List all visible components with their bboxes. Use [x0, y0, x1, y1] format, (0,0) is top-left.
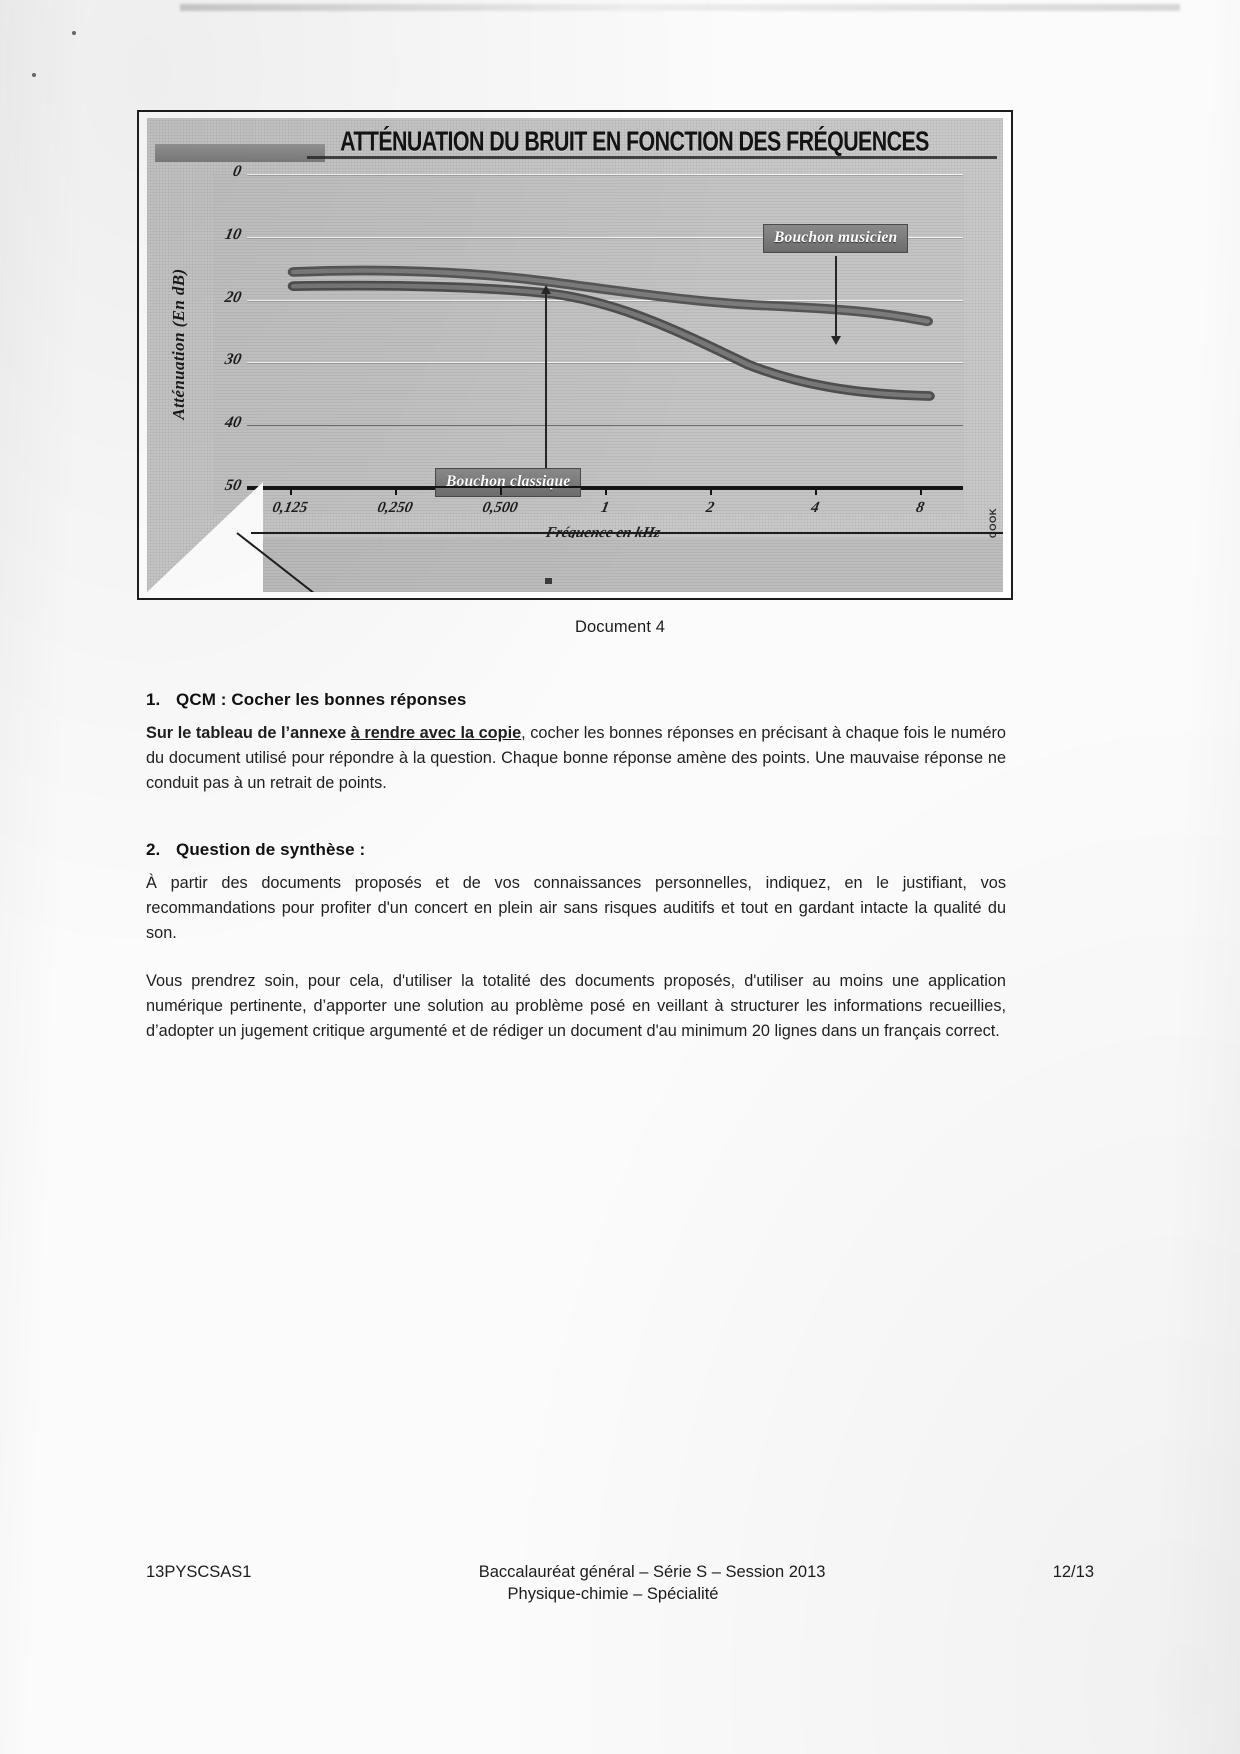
x-tick-label-2: 0,500: [480, 499, 520, 516]
question-1-paragraph: Sur le tableau de l’annexe à rendre avec…: [146, 721, 1006, 796]
annotation-bouchon-musicien: Bouchon musicien: [763, 224, 909, 253]
gridline-40: [247, 425, 963, 427]
chart-title: ATTÉNUATION DU BRUIT EN FONCTION DES FRÉ…: [340, 126, 929, 157]
figure-document-4: ATTÉNUATION DU BRUIT EN FONCTION DES FRÉ…: [137, 110, 1013, 600]
footer-subject-code: 13PYSCSAS1: [146, 1563, 252, 1581]
annotation-arrow-classique: [541, 285, 551, 470]
x-tick-label-1: 0,250: [375, 499, 415, 516]
plot-area: 0 10 20 30 40 50 Bouchon musicie: [223, 163, 963, 497]
text-segment: Sur le tableau de l’annexe: [146, 724, 351, 742]
x-tick-mark-5: [815, 486, 818, 495]
curves-group: [247, 174, 963, 488]
annotation-arrow-musicien: [831, 256, 841, 345]
body-content: 1. QCM : Cocher les bonnes réponses Sur …: [146, 690, 1006, 1054]
scan-artifact-dot: [545, 578, 552, 584]
footer-exam-line: Baccalauréat général – Série S – Session…: [478, 1563, 826, 1581]
question-1-number: 1.: [146, 690, 161, 709]
question-2-paragraph-1: À partir des documents proposés et de vo…: [146, 871, 1006, 946]
gridline-10: [247, 236, 963, 238]
x-tick-mark-6: [920, 486, 923, 495]
scan-speck: [72, 31, 76, 35]
scan-smudge: [180, 4, 1180, 11]
chart-title-band: [155, 144, 325, 162]
gridline-0: [247, 174, 963, 175]
footer-subject-line: Physique-chimie – Spécialité: [507, 1585, 719, 1603]
footer-row: 13PYSCSAS1 Baccalauréat général – Série …: [146, 1563, 1094, 1582]
curve-bouchon-musicien: [287, 265, 934, 327]
figure-inner-slide: ATTÉNUATION DU BRUIT EN FONCTION DES FRÉ…: [147, 118, 1003, 592]
annotation-bouchon-classique: Bouchon classique: [435, 468, 582, 497]
footer-page-number: 12/13: [1052, 1563, 1094, 1581]
question-2-number: 2.: [146, 840, 161, 859]
plot-wrapper: Atténuation (En dB) 0 10 20 30 40 50: [169, 163, 963, 541]
x-axis: 0,125 0,250 0,500 1 2 4 8: [247, 486, 963, 516]
page-footer: 13PYSCSAS1 Baccalauréat général – Série …: [146, 1563, 1094, 1604]
question-2-title: Question de synthèse :: [176, 840, 366, 859]
figure-caption: Document 4: [575, 618, 665, 636]
text-segment: , cocher les bonnes réponses en précisan…: [146, 724, 1006, 792]
y-axis-label: Atténuation (En dB): [169, 268, 188, 420]
paragraph-spacer: [146, 956, 1006, 969]
chart-title-bar: ATTÉNUATION DU BRUIT EN FONCTION DES FRÉ…: [147, 124, 1003, 168]
slide-bottom-rule: [251, 532, 1003, 534]
x-tick-mark-3: [605, 486, 607, 495]
x-tick-mark-1: [394, 486, 397, 495]
text-segment: Vous prendrez soin, pour cela, d'utilise…: [146, 972, 1006, 1040]
question-2-paragraph-2: Vous prendrez soin, pour cela, d'utilise…: [146, 969, 1006, 1044]
section-spacer: [146, 806, 1006, 840]
text-segment: À partir des documents proposés et de vo…: [146, 874, 1006, 942]
x-tick-mark-0: [289, 486, 292, 495]
figure-footer-band: [251, 538, 1003, 592]
text-segment: à rendre avec la copie: [350, 724, 522, 742]
question-1-heading: 1. QCM : Cocher les bonnes réponses: [146, 690, 1006, 710]
gridline-30: [247, 362, 963, 364]
chart-title-underline: [307, 156, 997, 159]
scan-speck: [32, 73, 36, 77]
question-1-title: QCM : Cocher les bonnes réponses: [176, 690, 467, 709]
y-tick-label-20: 20: [223, 288, 243, 306]
question-2-heading: 2. Question de synthèse :: [146, 840, 1006, 860]
x-tick-label-0: 0,125: [270, 499, 310, 516]
x-tick-mark-4: [710, 486, 712, 495]
x-tick-mark-2: [499, 486, 502, 495]
y-tick-label-10: 10: [223, 225, 243, 243]
